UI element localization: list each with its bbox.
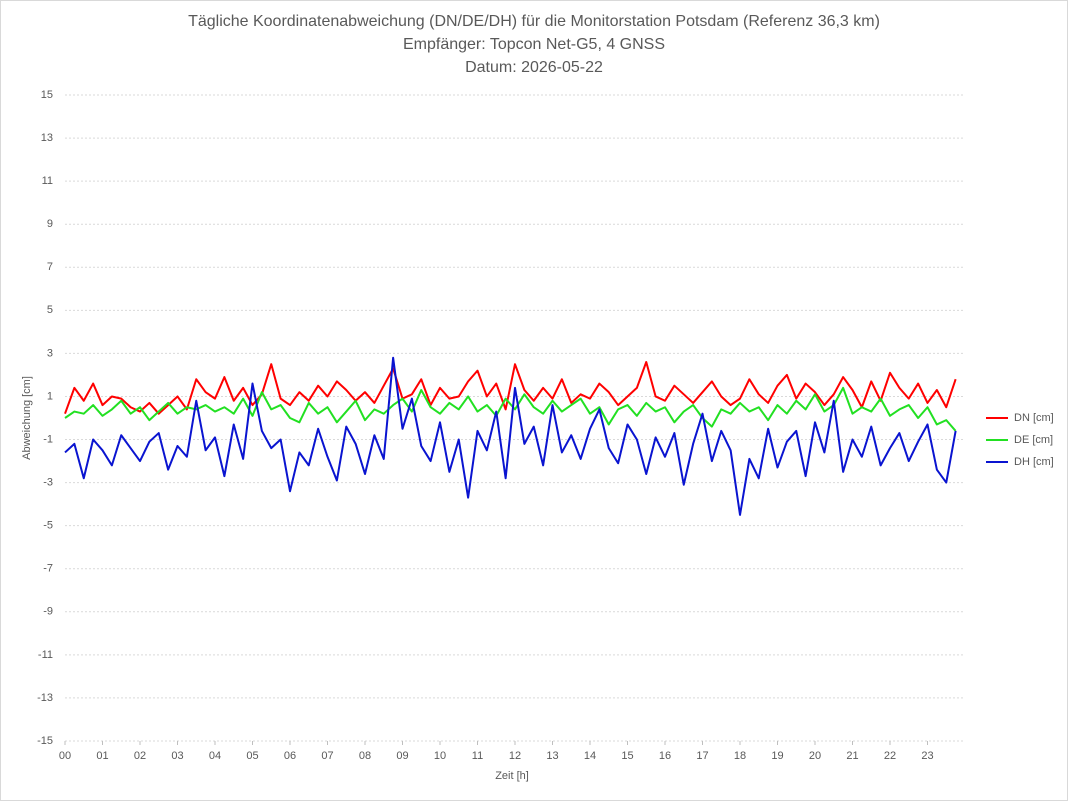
y-tick-label: 13: [41, 132, 53, 144]
legend-label: DH [cm]: [1014, 456, 1054, 468]
x-tick-label: 10: [434, 750, 446, 762]
x-tick-label: 15: [621, 750, 633, 762]
x-tick-label: 12: [509, 750, 521, 762]
y-tick-label: 11: [42, 175, 53, 187]
x-tick-label: 00: [59, 750, 71, 762]
x-axis-label: Zeit [h]: [495, 770, 529, 782]
x-tick-label: 05: [246, 750, 258, 762]
y-tick-label: -11: [38, 649, 53, 661]
x-tick-label: 20: [809, 750, 821, 762]
x-tick-label: 21: [846, 750, 858, 762]
y-tick-label: -1: [43, 433, 53, 445]
y-tick-label: -9: [43, 606, 53, 618]
x-tick-label: 04: [209, 750, 221, 762]
x-tick-label: 17: [696, 750, 708, 762]
y-tick-label: 7: [47, 261, 53, 273]
chart-subtitle: Datum: 2026-05-22: [465, 59, 603, 76]
x-tick-label: 16: [659, 750, 671, 762]
x-tick-label: 18: [734, 750, 746, 762]
x-tick-label: 23: [921, 750, 933, 762]
x-tick-label: 13: [546, 750, 558, 762]
x-tick-label: 01: [96, 750, 108, 762]
x-tick-label: 08: [359, 750, 371, 762]
y-tick-label: 1: [47, 390, 53, 402]
data-line: [64, 356, 957, 516]
x-tick-label: 19: [771, 750, 783, 762]
data-line: [64, 386, 957, 432]
chart-subtitle: Empfänger: Topcon Net-G5, 4 GNSS: [403, 36, 665, 53]
y-tick-label: -13: [37, 692, 53, 704]
y-tick-label: 3: [47, 347, 53, 359]
chart-title: Tägliche Koordinatenabweichung (DN/DE/DH…: [188, 13, 880, 30]
y-tick-label: -7: [43, 563, 53, 575]
x-tick-label: 06: [284, 750, 296, 762]
legend-label: DE [cm]: [1014, 434, 1053, 446]
x-tick-label: 09: [396, 750, 408, 762]
x-tick-label: 07: [321, 750, 333, 762]
x-tick-label: 14: [584, 750, 596, 762]
x-tick-label: 02: [134, 750, 146, 762]
y-tick-label: -3: [43, 477, 53, 489]
legend-label: DN [cm]: [1014, 412, 1054, 424]
y-tick-label: 5: [47, 304, 53, 316]
x-tick-label: 22: [884, 750, 896, 762]
y-tick-label: -15: [37, 735, 53, 747]
data-line: [64, 361, 957, 415]
y-axis-label: Abweichung [cm]: [21, 376, 33, 460]
y-tick-label: 9: [47, 218, 53, 230]
y-tick-label: 15: [41, 89, 53, 101]
x-tick-label: 03: [171, 750, 183, 762]
x-tick-label: 11: [472, 750, 483, 762]
y-tick-label: -5: [43, 520, 53, 532]
